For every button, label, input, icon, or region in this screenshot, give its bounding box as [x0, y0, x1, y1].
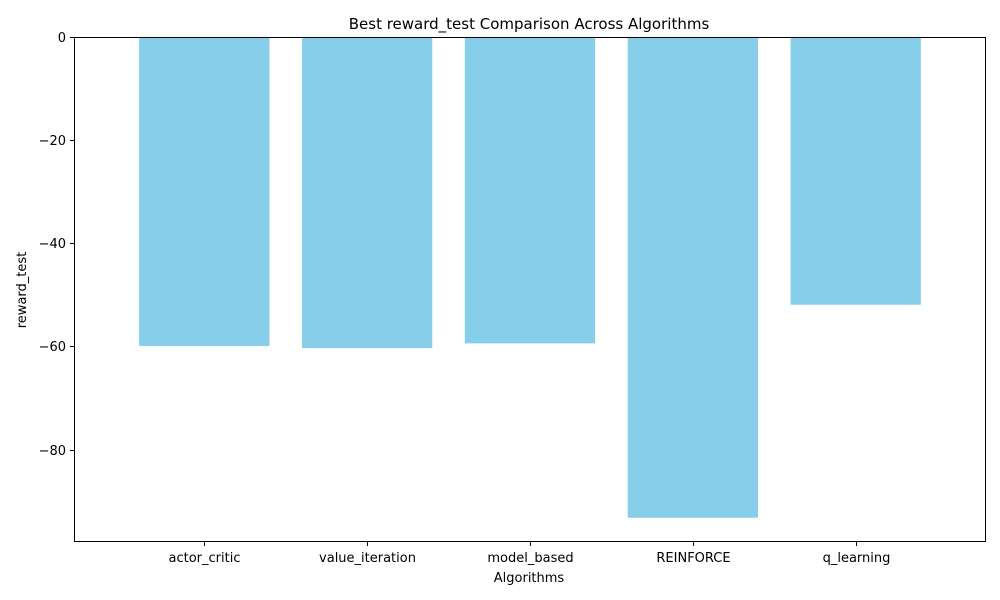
y-ticks-group: 0 −20 −40 −60 −80 [39, 31, 74, 459]
bar-model_based [464, 37, 596, 344]
x-tick-label-actor_critic: actor_critic [169, 551, 241, 566]
y-tick-label: −60 [39, 340, 66, 355]
x-axis-label: Algorithms [494, 571, 565, 586]
bar-REINFORCE [627, 37, 758, 518]
x-tick-label-q_learning: q_learning [823, 551, 891, 566]
x-tick-label-REINFORCE: REINFORCE [656, 551, 730, 566]
y-axis-label: reward_test [15, 252, 30, 329]
x-tick-label-value_iteration: value_iteration [319, 551, 416, 566]
bar-q_learning [790, 37, 921, 305]
x-ticks-group: actor_critic value_iteration model_based RE… [169, 542, 891, 566]
y-tick-label: 0 [58, 31, 66, 46]
bars-group [139, 37, 921, 518]
y-tick-label: −40 [39, 237, 66, 252]
y-tick-label: −20 [39, 134, 66, 149]
bar-actor_critic [139, 37, 270, 346]
y-tick-label: −80 [39, 444, 66, 459]
x-tick-label-model_based: model_based [487, 551, 573, 566]
bar-value_iteration [302, 37, 433, 349]
chart-title: Best reward_test Comparison Across Algor… [349, 15, 710, 34]
